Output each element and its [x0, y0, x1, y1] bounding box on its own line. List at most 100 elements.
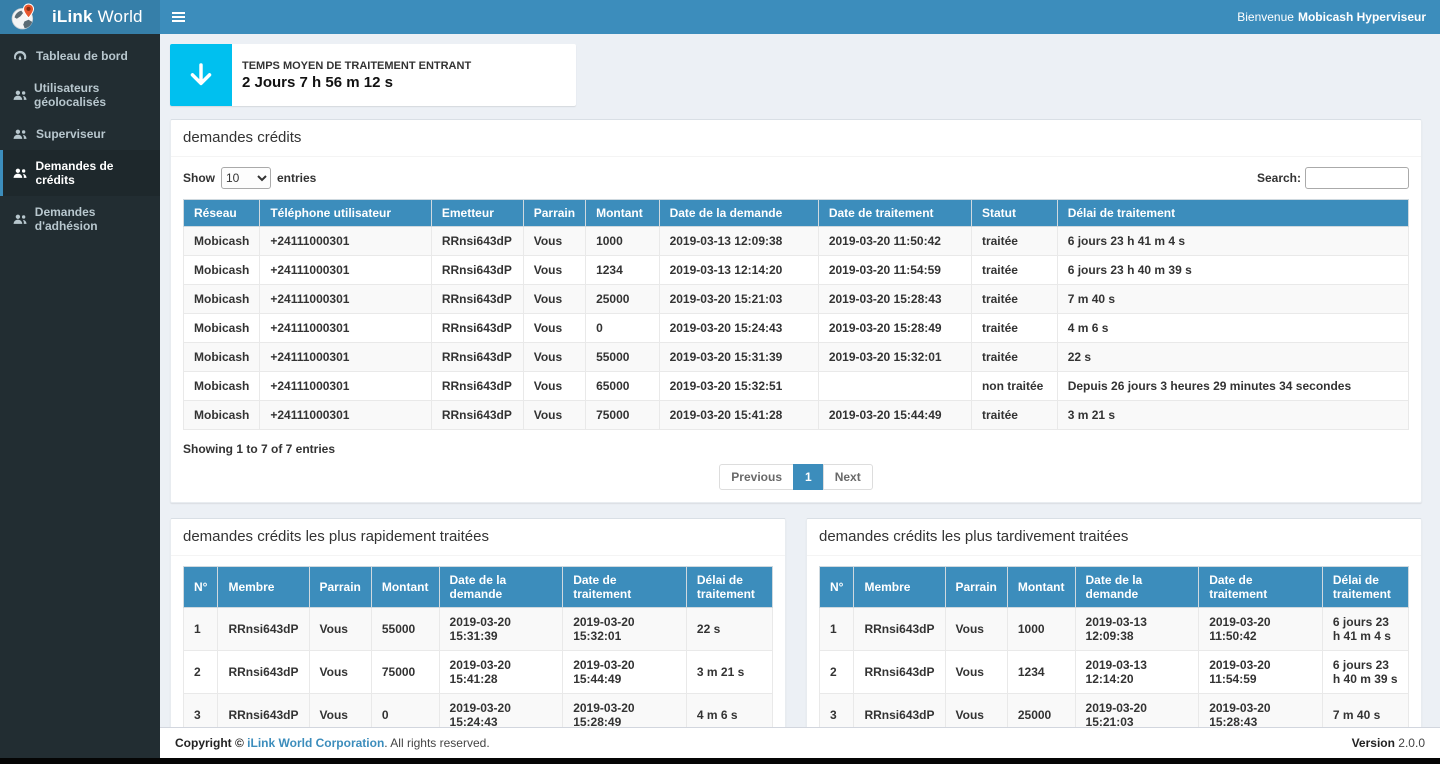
sidebar-item-demandes-d-adhesion[interactable]: Demandes d'adhésion — [0, 196, 160, 242]
column-header[interactable]: Parrain — [945, 567, 1007, 608]
slowest-processed-box-header: demandes crédits les plus tardivement tr… — [807, 519, 1421, 556]
table-cell: +24111000301 — [260, 401, 432, 430]
pagination: Previous 1 Next — [719, 464, 872, 490]
table-cell: 2019-03-20 11:54:59 — [1199, 651, 1323, 694]
sidebar-item-label: Demandes d'adhésion — [35, 205, 152, 233]
table-cell: RRnsi643dP — [431, 401, 523, 430]
table-header-row: N°MembreParrainMontantDate de la demande… — [184, 567, 773, 608]
brand-logo[interactable]: iLink World — [0, 0, 160, 34]
table-cell: RRnsi643dP — [854, 694, 945, 728]
table-cell: RRnsi643dP — [431, 227, 523, 256]
column-header[interactable]: Parrain — [523, 200, 585, 227]
arrow-down-icon — [170, 44, 232, 106]
sidebar-item-utilisateurs-geolocalises[interactable]: Utilisateurs géolocalisés — [0, 72, 160, 118]
column-header[interactable]: Parrain — [309, 567, 371, 608]
table-cell: 4 m 6 s — [686, 694, 772, 728]
column-header[interactable]: Emetteur — [431, 200, 523, 227]
table-cell: +24111000301 — [260, 343, 432, 372]
table-cell: Mobicash — [184, 285, 260, 314]
table-cell: 1000 — [1007, 608, 1075, 651]
pagination-previous-button[interactable]: Previous — [719, 464, 794, 490]
table-cell: 3 — [184, 694, 218, 728]
table-cell: RRnsi643dP — [218, 694, 309, 728]
sidebar-item-tableau-de-bord[interactable]: Tableau de bord — [0, 40, 160, 72]
table-cell: 0 — [371, 694, 439, 728]
table-cell: Vous — [945, 651, 1007, 694]
sidebar-item-label: Utilisateurs géolocalisés — [34, 81, 152, 109]
hamburger-menu-icon[interactable] — [172, 9, 192, 25]
table-cell: 3 m 21 s — [1057, 401, 1408, 430]
table-cell: RRnsi643dP — [854, 608, 945, 651]
column-header[interactable]: Montant — [586, 200, 660, 227]
table-cell: 0 — [586, 314, 660, 343]
table-cell: 2019-03-13 12:14:20 — [1075, 651, 1199, 694]
users-icon — [13, 214, 28, 225]
column-header[interactable]: Membre — [854, 567, 945, 608]
column-header[interactable]: Délai de traitement — [1322, 567, 1408, 608]
sidebar-menu: Tableau de bord Utilisateurs géolocalisés… — [0, 34, 160, 242]
table-cell: RRnsi643dP — [431, 314, 523, 343]
table-cell: RRnsi643dP — [431, 343, 523, 372]
column-header[interactable]: Téléphone utilisateur — [260, 200, 432, 227]
table-cell: 2019-03-20 15:28:49 — [818, 314, 971, 343]
table-cell: 1234 — [1007, 651, 1075, 694]
column-header[interactable]: Réseau — [184, 200, 260, 227]
sidebar-item-label: Demandes de crédits — [35, 159, 152, 187]
sidebar-item-demandes-de-credits[interactable]: Demandes de crédits — [0, 150, 160, 196]
column-header[interactable]: Montant — [371, 567, 439, 608]
fastest-processed-table: N°MembreParrainMontantDate de la demande… — [183, 566, 773, 727]
table-cell: 2019-03-20 11:50:42 — [1199, 608, 1323, 651]
table-cell: 2019-03-20 15:41:28 — [439, 651, 563, 694]
column-header[interactable]: N° — [820, 567, 854, 608]
brand-title-bold: iLink — [52, 7, 93, 26]
table-row: Mobicash+24111000301RRnsi643dPVous250002… — [184, 285, 1409, 314]
globe-pin-logo-icon — [10, 3, 38, 31]
search-input[interactable] — [1305, 167, 1409, 189]
table-cell: Mobicash — [184, 314, 260, 343]
table-cell: non traitée — [971, 372, 1057, 401]
fastest-processed-box-header: demandes crédits les plus rapidement tra… — [171, 519, 785, 556]
table-cell: 6 jours 23 h 41 m 4 s — [1057, 227, 1408, 256]
table-cell: 25000 — [586, 285, 660, 314]
slowest-processed-box: demandes crédits les plus tardivement tr… — [806, 518, 1422, 727]
column-header[interactable]: Membre — [218, 567, 309, 608]
company-link[interactable]: iLink World Corporation — [247, 736, 384, 750]
table-row: 3RRnsi643dPVous250002019-03-20 15:21:032… — [820, 694, 1409, 728]
pagination-page-1-button[interactable]: 1 — [793, 464, 824, 490]
column-header[interactable]: Date de traitement — [818, 200, 971, 227]
column-header[interactable]: Date de traitement — [1199, 567, 1323, 608]
table-cell: 2019-03-20 11:54:59 — [818, 256, 971, 285]
column-header[interactable]: Date de la demande — [439, 567, 563, 608]
pagination-next-button[interactable]: Next — [823, 464, 873, 490]
slowest-processed-title: demandes crédits les plus tardivement tr… — [819, 528, 1128, 545]
table-cell: 1234 — [586, 256, 660, 285]
column-header[interactable]: Date de la demande — [1075, 567, 1199, 608]
column-header[interactable]: N° — [184, 567, 218, 608]
table-cell: 2019-03-20 15:32:01 — [818, 343, 971, 372]
column-header[interactable]: Statut — [971, 200, 1057, 227]
table-cell: 2019-03-20 15:44:49 — [563, 651, 687, 694]
footer-version: Version 2.0.0 — [1352, 736, 1425, 750]
table-cell: traitée — [971, 285, 1057, 314]
table-cell: 1 — [820, 608, 854, 651]
column-header[interactable]: Montant — [1007, 567, 1075, 608]
slowest-processed-table: N°MembreParrainMontantDate de la demande… — [819, 566, 1409, 727]
column-header[interactable]: Délai de traitement — [686, 567, 772, 608]
table-cell: 6 jours 23 h 40 m 39 s — [1057, 256, 1408, 285]
table-cell: 2019-03-20 15:31:39 — [659, 343, 818, 372]
page-length-control: Show 10 entries — [183, 167, 316, 189]
table-cell: 2019-03-20 15:21:03 — [1075, 694, 1199, 728]
page-length-select[interactable]: 10 — [221, 167, 271, 189]
welcome-message: Bienvenue Mobicash Hyperviseur — [1237, 0, 1426, 34]
table-cell: 2019-03-20 15:28:49 — [563, 694, 687, 728]
table-cell: Vous — [523, 227, 585, 256]
column-header[interactable]: Date de traitement — [563, 567, 687, 608]
column-header[interactable]: Délai de traitement — [1057, 200, 1408, 227]
table-cell: 6 jours 23 h 41 m 4 s — [1322, 608, 1408, 651]
table-header-row: RéseauTéléphone utilisateurEmetteurParra… — [184, 200, 1409, 227]
sidebar-item-superviseur[interactable]: Superviseur — [0, 118, 160, 150]
table-summary: Showing 1 to 7 of 7 entries — [183, 442, 1409, 456]
top-navbar: iLink World Bienvenue Mobicash Hypervise… — [0, 0, 1440, 34]
table-header-row: N°MembreParrainMontantDate de la demande… — [820, 567, 1409, 608]
column-header[interactable]: Date de la demande — [659, 200, 818, 227]
